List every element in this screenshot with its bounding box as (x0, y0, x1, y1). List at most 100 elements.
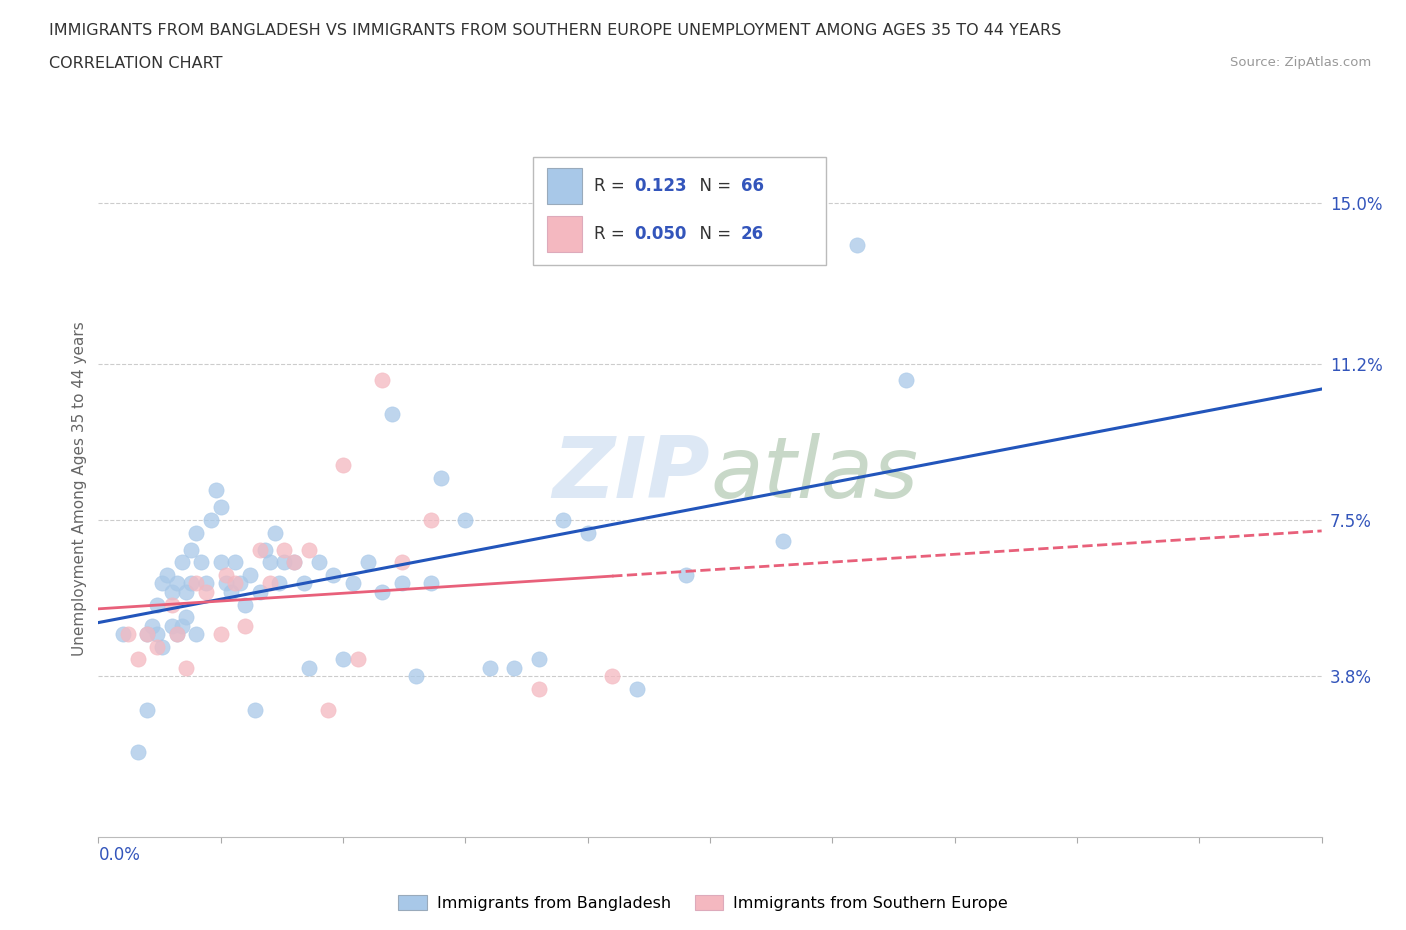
Point (176, 610, 198, 625)
Point (527, 682, 550, 697)
Point (136, 703, 159, 718)
Point (214, 567, 236, 582)
Point (249, 584, 271, 599)
Point (253, 542, 276, 557)
Text: atlas: atlas (710, 432, 918, 516)
Point (209, 627, 232, 642)
Point (381, 406, 404, 421)
Text: ZIP: ZIP (553, 432, 710, 516)
Point (166, 576, 188, 591)
Point (229, 576, 252, 591)
Point (405, 669, 427, 684)
Point (146, 627, 169, 642)
Text: R =: R = (593, 225, 630, 243)
Point (146, 639, 169, 654)
Point (318, 703, 340, 718)
Point (186, 576, 208, 591)
Point (233, 618, 256, 633)
Point (298, 660, 321, 675)
Point (332, 458, 354, 472)
Point (772, 534, 794, 549)
Point (273, 555, 295, 570)
Point (141, 618, 163, 633)
Point (430, 471, 453, 485)
Point (205, 483, 228, 498)
Point (224, 555, 246, 570)
Point (160, 618, 183, 633)
Point (249, 542, 271, 557)
Point (391, 576, 413, 591)
FancyBboxPatch shape (533, 157, 827, 265)
Point (420, 512, 443, 527)
Point (259, 576, 281, 591)
Point (576, 525, 599, 540)
Point (322, 567, 344, 582)
Point (233, 597, 256, 612)
Text: 26: 26 (741, 225, 763, 243)
Point (346, 652, 368, 667)
Text: 0.0%: 0.0% (98, 846, 141, 864)
Text: CORRELATION CHART: CORRELATION CHART (49, 56, 222, 71)
Text: 0.123: 0.123 (634, 178, 686, 195)
Point (156, 567, 179, 582)
Point (186, 525, 208, 540)
Point (243, 703, 266, 718)
Text: 0.050: 0.050 (634, 225, 686, 243)
Text: 66: 66 (741, 178, 763, 195)
Point (150, 576, 173, 591)
Point (166, 627, 188, 642)
Point (195, 576, 218, 591)
Point (292, 576, 315, 591)
Point (150, 639, 173, 654)
Point (273, 542, 295, 557)
Point (332, 652, 354, 667)
Point (170, 618, 193, 633)
Point (478, 660, 501, 675)
Point (259, 555, 281, 570)
Point (527, 652, 550, 667)
Point (845, 238, 868, 253)
Point (454, 512, 477, 527)
Point (894, 373, 917, 388)
Point (209, 555, 232, 570)
Point (195, 584, 218, 599)
Point (160, 597, 183, 612)
Legend: Immigrants from Bangladesh, Immigrants from Southern Europe: Immigrants from Bangladesh, Immigrants f… (392, 888, 1014, 917)
Point (180, 576, 202, 591)
Point (269, 576, 291, 591)
Point (200, 512, 222, 527)
Point (127, 745, 149, 760)
Point (209, 499, 232, 514)
Text: N =: N = (689, 178, 737, 195)
Point (170, 555, 193, 570)
Point (308, 555, 330, 570)
Point (298, 542, 321, 557)
Point (117, 627, 139, 642)
Point (186, 627, 208, 642)
Text: IMMIGRANTS FROM BANGLADESH VS IMMIGRANTS FROM SOUTHERN EUROPE UNEMPLOYMENT AMONG: IMMIGRANTS FROM BANGLADESH VS IMMIGRANTS… (49, 23, 1062, 38)
Point (176, 584, 198, 599)
Point (176, 660, 198, 675)
Point (503, 660, 526, 675)
Point (283, 555, 305, 570)
Point (675, 567, 697, 582)
Point (146, 597, 169, 612)
Point (391, 555, 413, 570)
Point (553, 512, 575, 527)
Y-axis label: Unemployment Among Ages 35 to 44 years: Unemployment Among Ages 35 to 44 years (72, 321, 87, 656)
Point (600, 669, 623, 684)
Point (283, 555, 305, 570)
Point (214, 576, 236, 591)
Point (239, 567, 262, 582)
Point (626, 682, 648, 697)
Point (224, 576, 246, 591)
Text: N =: N = (689, 225, 737, 243)
Point (190, 555, 212, 570)
Point (263, 525, 285, 540)
Point (420, 576, 443, 591)
Point (371, 584, 394, 599)
Point (342, 576, 364, 591)
Point (219, 584, 242, 599)
Point (127, 652, 149, 667)
Point (371, 373, 394, 388)
